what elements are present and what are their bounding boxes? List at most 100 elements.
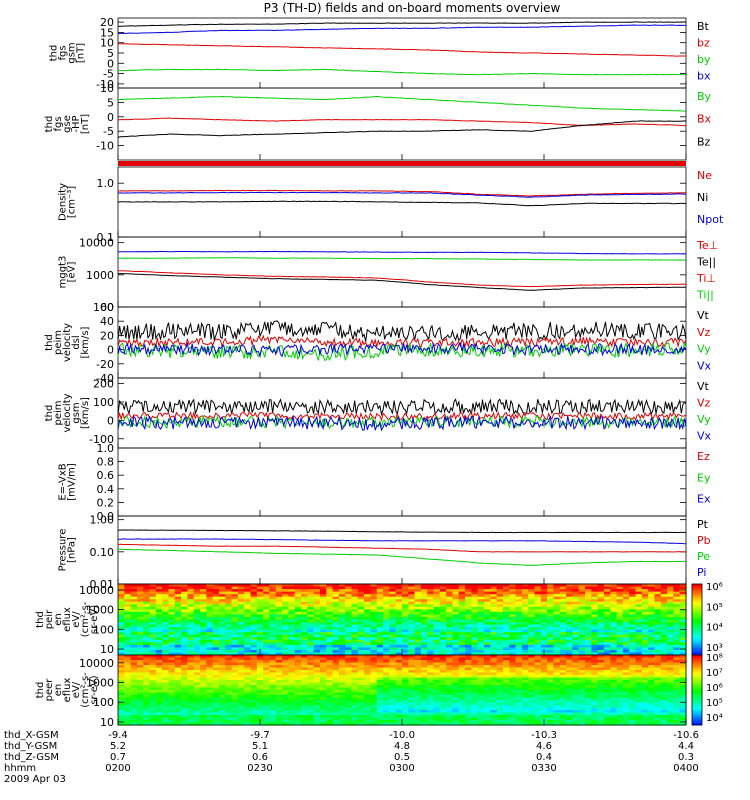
spectrogram-cell [446, 586, 454, 590]
spectrogram-cell [338, 639, 346, 643]
spectrogram-cell [168, 609, 176, 613]
spectrogram-cell [408, 649, 416, 654]
spectrogram-cell [130, 632, 138, 636]
y-tick-label: 60 [100, 301, 114, 314]
spectrogram-cell [540, 687, 548, 691]
spectrogram-cell [465, 639, 473, 643]
spectrogram-cell [364, 589, 372, 593]
spectrogram-cell [471, 647, 479, 651]
spectrogram-cell [143, 591, 151, 595]
spectrogram-cell [193, 697, 201, 701]
spectrogram-cell [490, 599, 498, 603]
spectrogram-cell [471, 589, 479, 593]
spectrogram-cell [168, 700, 176, 704]
spectrogram-cell [231, 702, 239, 706]
spectrogram-cell [578, 614, 586, 618]
spectrogram-cell [326, 657, 334, 661]
spectrogram-cell [187, 611, 195, 616]
spectrogram-cell [521, 672, 529, 676]
spectrogram-cell [383, 601, 390, 605]
spectrogram-cell [534, 644, 542, 648]
spectrogram-cell [433, 655, 441, 659]
spectrogram-cell [174, 644, 182, 648]
spectrogram-cell [458, 705, 466, 709]
spectrogram-cell [149, 609, 157, 613]
spectrogram-cell [357, 700, 365, 704]
spectrogram-cell [629, 606, 637, 610]
spectrogram-cell [383, 622, 390, 626]
spectrogram-cell [231, 685, 239, 689]
spectrogram-cell [288, 604, 296, 608]
spectrogram-cell [673, 634, 681, 638]
spectrogram-cell [256, 614, 264, 618]
spectrogram-cell [231, 596, 239, 600]
spectrogram-cell [187, 634, 195, 638]
spectrogram-cell [496, 627, 504, 631]
spectrogram-cell [357, 601, 365, 605]
spectrogram-cell [275, 606, 283, 610]
spectrogram-cell [502, 622, 510, 626]
spectrogram-cell [338, 591, 346, 595]
spectrogram-cell [553, 655, 561, 659]
spectrogram-cell [528, 606, 536, 610]
legend-entry: By [697, 90, 712, 103]
spectrogram-cell [351, 589, 359, 593]
spectrogram-cell [225, 614, 233, 618]
spectrogram-cell [528, 634, 536, 638]
spectrogram-cell [465, 705, 473, 709]
spectrogram-cell [383, 586, 390, 590]
spectrogram-cell [389, 667, 397, 671]
spectrogram-cell [118, 601, 125, 605]
spectrogram-cell [136, 690, 144, 694]
spectrogram-cell [471, 644, 479, 648]
spectrogram-cell [471, 609, 479, 613]
spectrogram-cell [515, 649, 523, 654]
spectrogram-cell [200, 596, 207, 600]
spectrogram-cell [521, 680, 529, 684]
spectrogram-cell [200, 599, 207, 603]
spectrogram-cell [446, 720, 454, 724]
spectrogram-cell [143, 710, 151, 714]
spectrogram-cell [471, 632, 479, 636]
spectrogram-cell [559, 634, 567, 638]
spectrogram-cell [282, 591, 289, 595]
spectrogram-cell [143, 611, 151, 616]
spectrogram-cell [547, 710, 555, 714]
spectrogram-cell [282, 584, 289, 588]
spectrogram-cell [237, 680, 245, 684]
spectrogram-cell [585, 604, 592, 608]
spectrogram-cell [136, 591, 144, 595]
spectrogram-cell [269, 632, 277, 636]
spectrogram-cell [193, 596, 201, 600]
spectrogram-cell [206, 722, 214, 726]
spectrogram-cell [402, 622, 409, 626]
spectrogram-cell [414, 687, 422, 691]
spectrogram-cell [414, 589, 422, 593]
spectrogram-cell [275, 682, 283, 686]
spectrogram-cell [420, 670, 428, 674]
spectrogram-cell [414, 672, 422, 676]
spectrogram-cell [439, 717, 447, 721]
spectrogram-cell [294, 609, 302, 613]
spectrogram-cell [452, 632, 460, 636]
spectrogram-cell [263, 657, 271, 661]
spectrogram-cell [307, 707, 315, 711]
spectrogram-cell [540, 622, 548, 626]
spectrogram-cell [345, 672, 353, 676]
spectrogram-cell [490, 707, 498, 711]
spectrogram-cell [206, 677, 214, 681]
spectrogram-cell [143, 649, 151, 654]
spectrogram-cell [402, 589, 409, 593]
spectrogram-cell [458, 589, 466, 593]
spectrogram-cell [168, 697, 176, 701]
spectrogram-cell [124, 591, 132, 595]
spectrogram-cell [326, 660, 334, 664]
spectrogram-cell [566, 637, 573, 641]
spectrogram-cell [534, 596, 542, 600]
spectrogram-cell [578, 601, 586, 605]
spectrogram-cell [484, 606, 491, 610]
spectrogram-cell [218, 634, 226, 638]
spectrogram-cell [162, 589, 170, 593]
spectrogram-cell [282, 670, 289, 674]
